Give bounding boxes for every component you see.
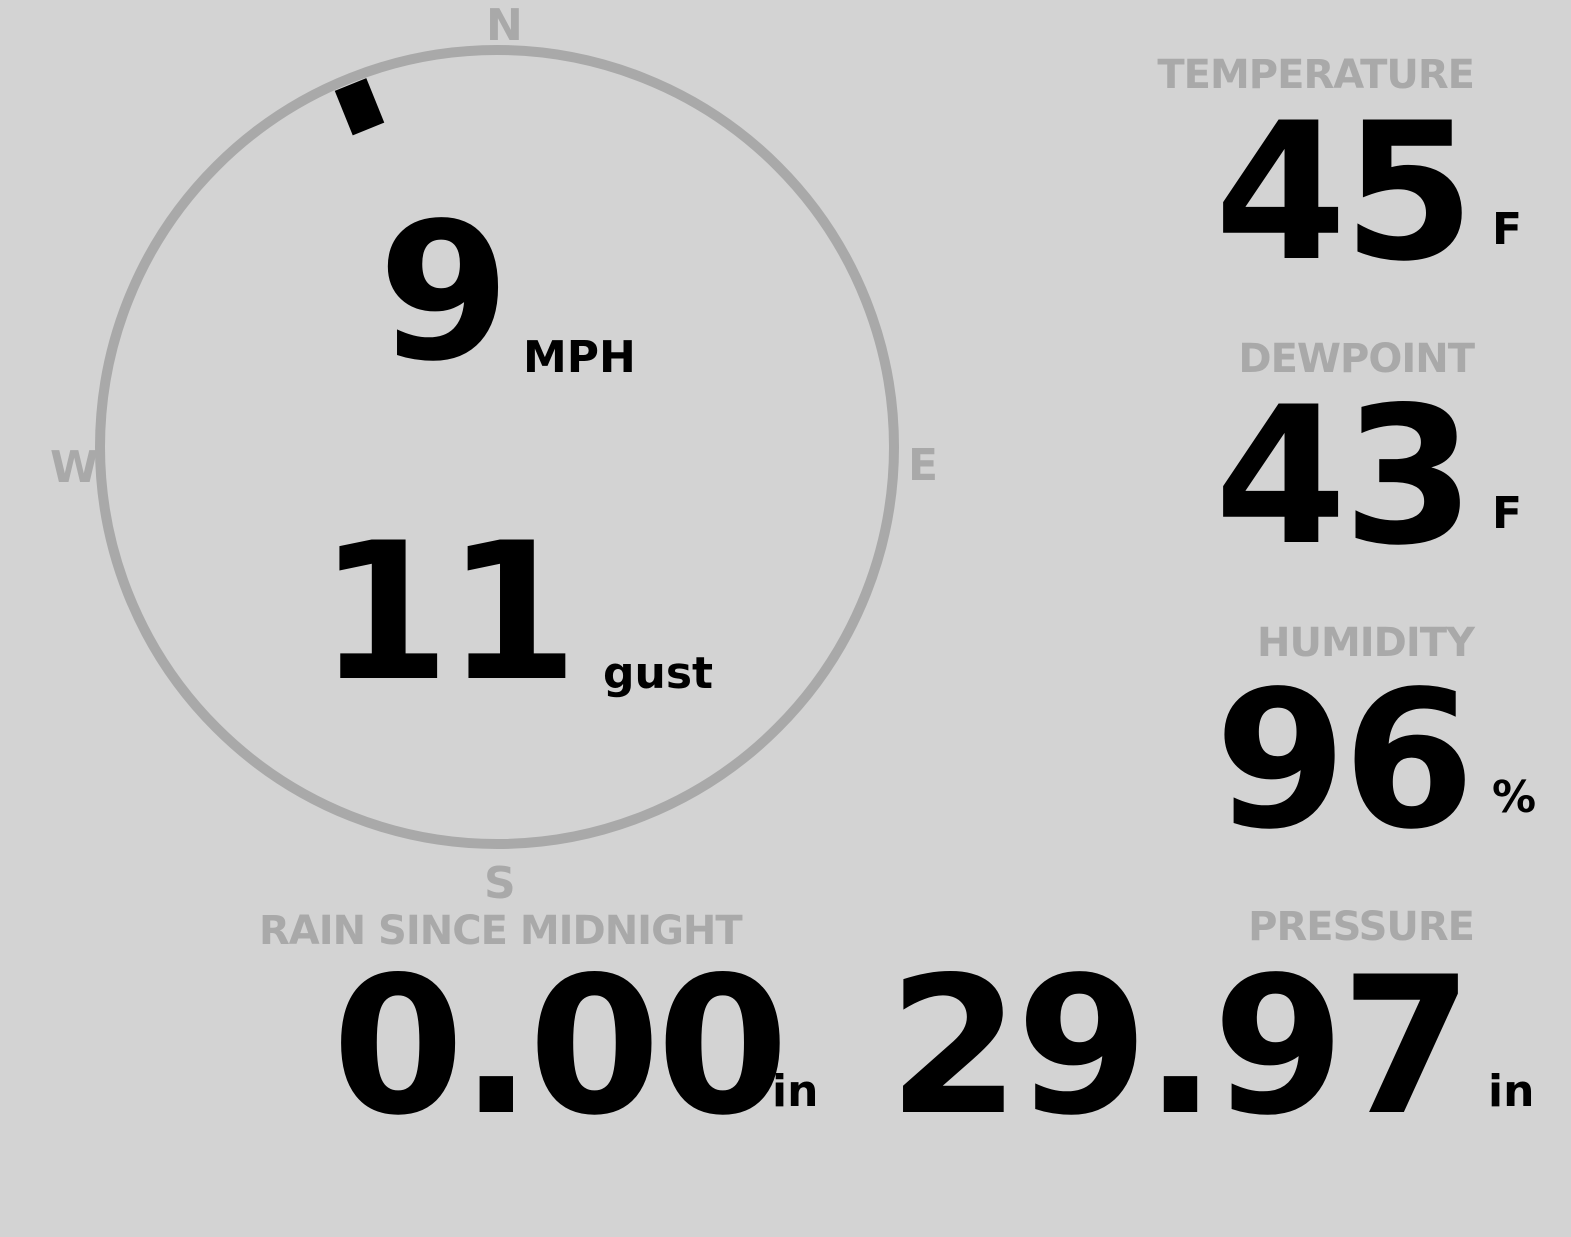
humidity-value: 96 xyxy=(1214,650,1475,871)
rain-value: 0.00 xyxy=(332,936,789,1157)
wind-direction-marker xyxy=(334,78,385,136)
compass-north: N xyxy=(486,0,523,51)
pressure-label: PRESSURE xyxy=(1248,904,1475,950)
humidity-label: HUMIDITY xyxy=(1257,620,1475,666)
humidity-unit: % xyxy=(1492,772,1537,823)
dewpoint-label: DEWPOINT xyxy=(1238,336,1475,382)
rain-unit: in xyxy=(772,1066,819,1117)
compass-ring xyxy=(95,45,899,849)
dewpoint-unit: F xyxy=(1492,488,1523,539)
temperature-label: TEMPERATURE xyxy=(1157,52,1475,98)
temperature-unit: F xyxy=(1492,204,1523,255)
compass-south: S xyxy=(484,858,516,909)
wind-gust-label: gust xyxy=(603,648,714,699)
wind-speed-unit: MPH xyxy=(523,332,636,383)
dewpoint-value: 43 xyxy=(1214,366,1475,587)
compass-west: W xyxy=(50,442,99,493)
wind-gust-value: 11 xyxy=(318,502,578,723)
rain-label: RAIN SINCE MIDNIGHT xyxy=(259,908,743,954)
compass-east: E xyxy=(908,440,939,491)
pressure-value: 29.97 xyxy=(888,936,1473,1157)
temperature-value: 45 xyxy=(1214,82,1475,303)
wind-speed-value: 9 xyxy=(378,182,510,403)
pressure-unit: in xyxy=(1488,1066,1535,1117)
